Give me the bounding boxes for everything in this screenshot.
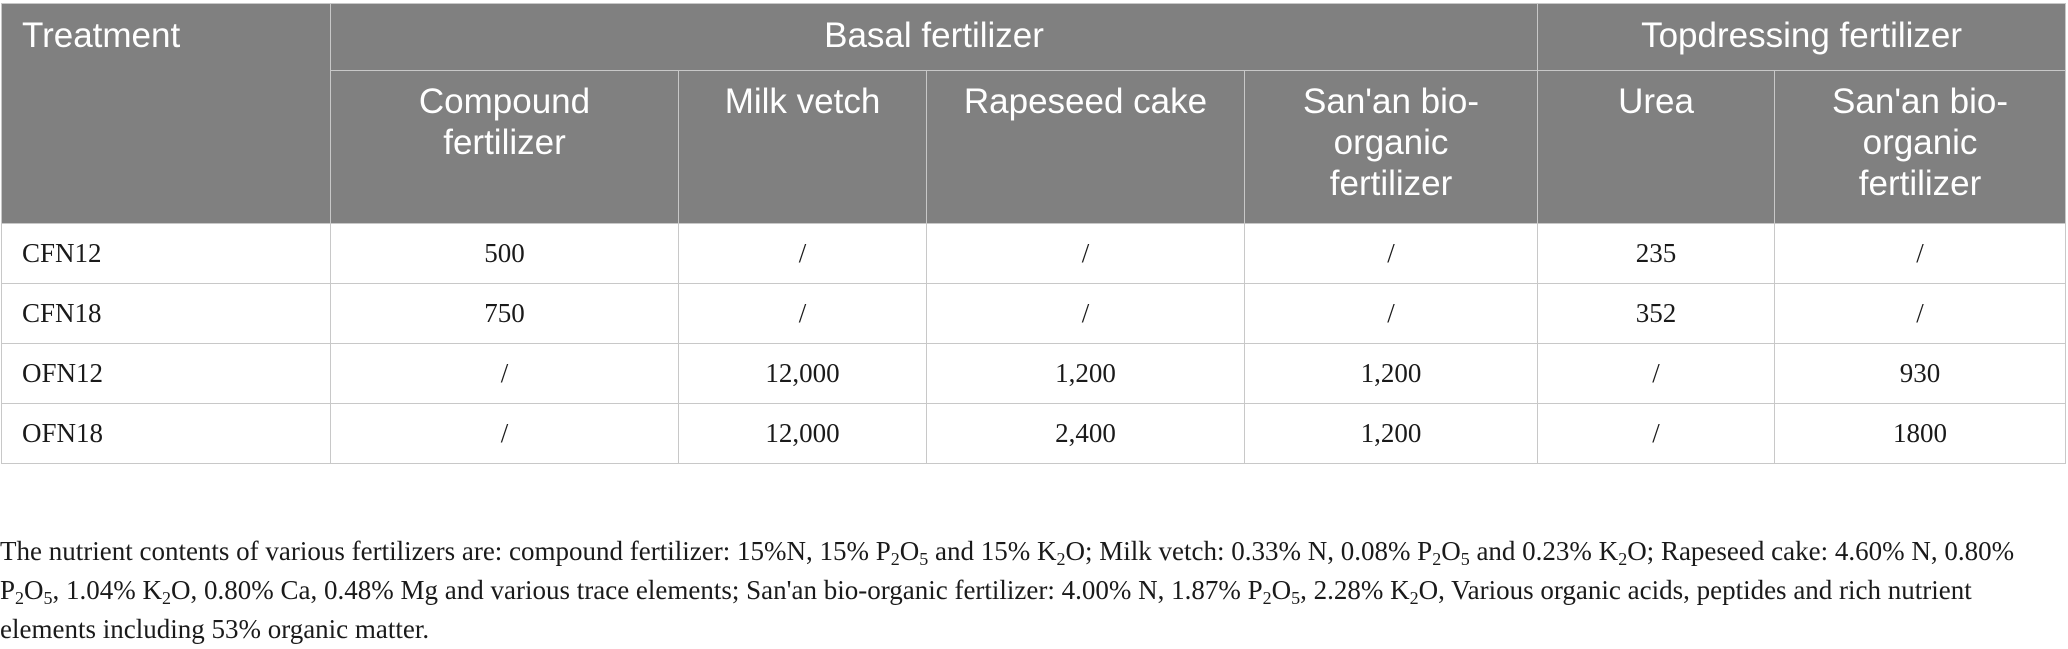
footnote-subscript: 5: [1291, 588, 1301, 608]
table-cell: 930: [1774, 343, 2067, 404]
footnote-text: O, 0.80% Ca, 0.48% Mg and various trace …: [171, 575, 1263, 605]
header-urea: Urea: [1537, 70, 1776, 224]
header-basal-fertilizer: Basal fertilizer: [329, 3, 1539, 71]
table-row: CFN18 750 / / / 352 /: [1, 283, 2067, 344]
footnote-text: and 0.23% K: [1469, 536, 1619, 566]
footnote-text: The nutrient contents of various fertili…: [0, 536, 891, 566]
table-cell: 12,000: [678, 343, 927, 404]
footnote-text: O: [24, 575, 44, 605]
table-cell: /: [1243, 223, 1539, 284]
header-treatment-label: Treatment: [22, 16, 181, 55]
table-cell: /: [926, 223, 1245, 284]
footnote-subscript: 2: [1056, 549, 1066, 569]
table-cell: /: [1774, 223, 2067, 284]
table-footnote: The nutrient contents of various fertili…: [0, 532, 2060, 649]
fertilizer-table-container: Treatment Basal fertilizer Topdressing f…: [1, 3, 2067, 464]
header-rapeseed-cake: Rapeseed cake: [926, 70, 1245, 224]
table-cell: /: [1243, 283, 1539, 344]
column-header-label: Compound fertilizer: [418, 82, 591, 162]
table-header: Treatment Basal fertilizer Topdressing f…: [1, 3, 2067, 224]
footnote-subscript: 2: [1409, 588, 1419, 608]
column-header-label: San'an bio-organic fertilizer: [1303, 82, 1480, 203]
header-topdressing-fertilizer: Topdressing fertilizer: [1537, 3, 2067, 71]
table-cell: 235: [1537, 223, 1776, 284]
footnote-text: O; Rapeseed cake: 4.60% N, 0.80% P: [0, 536, 2015, 605]
header-treatment: Treatment: [1, 3, 331, 224]
table-cell: /: [1774, 283, 2067, 344]
table-cell: 750: [330, 283, 679, 344]
table-row: CFN12 500 / / / 235 /: [1, 223, 2067, 284]
column-header-label: Milk vetch: [724, 82, 881, 121]
footnote-text: , 1.04% K: [52, 575, 163, 605]
table-cell: /: [678, 223, 927, 284]
footnote-subscript: 2: [890, 549, 900, 569]
footnote-subscript: 5: [43, 588, 53, 608]
header-row-groups: Treatment Basal fertilizer Topdressing f…: [1, 3, 2067, 224]
header-row-columns: Compound fertilizer Milk vetch Rapeseed …: [2, 70, 2067, 224]
footnote-subscript: 2: [1618, 549, 1628, 569]
fertilizer-table: Treatment Basal fertilizer Topdressing f…: [1, 3, 2067, 464]
footnote-text: O: [1441, 536, 1461, 566]
column-header-label: San'an bio-organic fertilizer: [1832, 82, 2009, 203]
footnote-text: O: [899, 536, 920, 566]
table-cell: 500: [330, 223, 679, 284]
table-cell: /: [926, 283, 1245, 344]
table-cell: 12,000: [678, 403, 927, 464]
footnote-text: O: [1271, 575, 1292, 605]
table-cell: 1,200: [1243, 403, 1539, 464]
table-cell: /: [330, 343, 679, 404]
column-header-label: Rapeseed cake: [963, 82, 1208, 121]
table-row: OFN12 / 12,000 1,200 1,200 / 930: [1, 343, 2067, 404]
footnote-subscript: 5: [1460, 549, 1470, 569]
header-sanan-basal: San'an bio-organic fertilizer: [1243, 70, 1539, 224]
table-cell: /: [1537, 343, 1776, 404]
table-cell: 352: [1537, 283, 1776, 344]
table-cell: 1,200: [1243, 343, 1539, 404]
footnote-subscript: 2: [162, 588, 172, 608]
table-cell-treatment: OFN18: [1, 403, 331, 464]
table-cell: 1800: [1774, 403, 2067, 464]
table-cell: 1,200: [926, 343, 1245, 404]
table-cell-treatment: CFN18: [1, 283, 331, 344]
footnote-text: O; Milk vetch: 0.33% N, 0.08% P: [1065, 536, 1433, 566]
column-header-label: Urea: [1618, 82, 1694, 121]
footnote-text: and 15% K: [928, 536, 1057, 566]
table-cell-treatment: OFN12: [1, 343, 331, 404]
footnote-text: O, Various organic acids, peptides and r…: [0, 575, 1972, 644]
footnote-subscript: 5: [919, 549, 929, 569]
table-cell: /: [678, 283, 927, 344]
table-cell: /: [330, 403, 679, 464]
table-cell: 2,400: [926, 403, 1245, 464]
table-cell: /: [1537, 403, 1776, 464]
header-sanan-topdressing: San'an bio-organic fertilizer: [1774, 70, 2067, 224]
footnote-subscript: 2: [15, 588, 25, 608]
header-basal-label: Basal fertilizer: [824, 16, 1044, 55]
footnote-text: , 2.28% K: [1300, 575, 1410, 605]
footnote-subscript: 2: [1432, 549, 1442, 569]
table-row: OFN18 / 12,000 2,400 1,200 / 1800: [1, 403, 2067, 464]
table-cell-treatment: CFN12: [1, 223, 331, 284]
header-milk-vetch: Milk vetch: [678, 70, 927, 224]
header-compound-fertilizer: Compound fertilizer: [330, 70, 679, 224]
table-body: CFN12 500 / / / 235 / CFN18 750 / / / 35…: [1, 223, 2067, 464]
header-topdressing-label: Topdressing fertilizer: [1641, 16, 1963, 55]
footnote-subscript: 2: [1262, 588, 1272, 608]
